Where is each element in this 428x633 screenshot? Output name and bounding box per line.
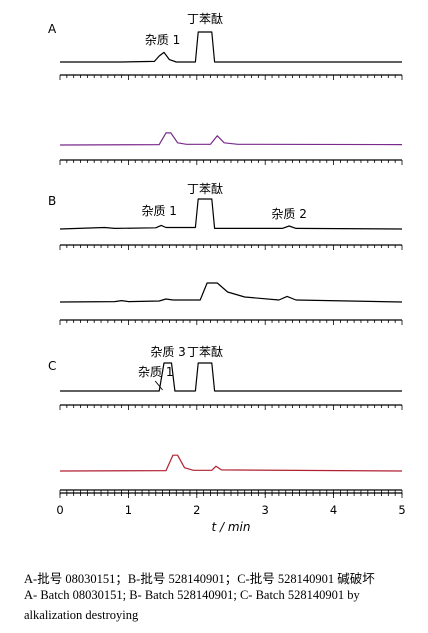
panel-label: C — [48, 359, 56, 373]
chromatogram-trace-b-2 — [59, 282, 403, 303]
chromatogram-trace-c-2 — [59, 454, 403, 472]
figure-caption-english-continued: alkalization destroying — [24, 608, 139, 622]
peak-annotation: 丁苯酞 — [187, 11, 223, 26]
time-axis: 0 1 2 3 4 5 — [56, 492, 406, 517]
figure-caption-english: A- Batch 08030151; B- Batch 528140901; C… — [24, 588, 360, 602]
time-ruler — [59, 404, 403, 410]
peak-annotation: 杂质 1 — [141, 204, 176, 218]
panel-label: A — [48, 22, 57, 36]
peak-annotation: 杂质 1 — [138, 365, 173, 379]
chromatogram-trace-a-1 — [60, 31, 402, 63]
time-ruler — [59, 159, 403, 165]
peak-annotation: 丁苯酞 — [187, 181, 223, 196]
time-ruler — [59, 244, 403, 250]
time-rulers — [59, 74, 403, 495]
x-axis-title: t / min — [211, 520, 250, 534]
chromatogram-trace-a-2 — [59, 132, 403, 146]
time-ruler — [59, 319, 403, 325]
panel-label: B — [48, 194, 56, 208]
x-tick-label: 5 — [398, 503, 405, 517]
x-tick-label: 3 — [262, 503, 269, 517]
peak-annotation: 杂质 2 — [271, 207, 306, 221]
chromatogram-trace-c-1 — [60, 362, 402, 392]
x-axis: 0 1 2 3 4 5 — [56, 492, 406, 517]
peak-annotation: 丁苯酞 — [187, 344, 223, 359]
peak-annotation: 杂质 3 — [150, 345, 185, 359]
chromatogram-trace-b-1 — [59, 198, 403, 230]
time-ruler — [59, 74, 403, 80]
figure-caption-chinese: A-批号 08030151；B-批号 528140901；C-批号 528140… — [24, 572, 375, 586]
x-tick-label: 2 — [193, 503, 200, 517]
peak-annotation: 杂质 1 — [145, 33, 180, 47]
x-tick-label: 4 — [330, 503, 337, 517]
x-tick-label: 1 — [125, 503, 132, 517]
chromatogram-traces — [59, 31, 403, 472]
panel-labels: A B C — [48, 22, 57, 373]
x-tick-label: 0 — [56, 503, 63, 517]
annotation-pointer — [154, 380, 163, 391]
